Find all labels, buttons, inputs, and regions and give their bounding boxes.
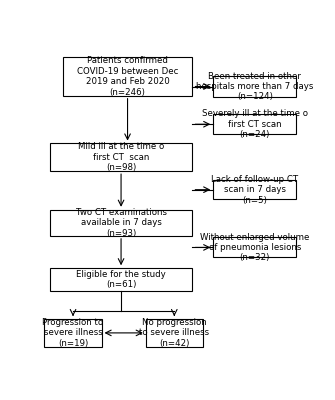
Text: Two CT examinations
available in 7 days
(n=93): Two CT examinations available in 7 days … [76,208,166,238]
FancyBboxPatch shape [50,210,192,236]
Text: Severely ill at the time o
first CT scan
(n=24): Severely ill at the time o first CT scan… [202,109,308,139]
FancyBboxPatch shape [213,114,296,134]
FancyBboxPatch shape [50,268,192,291]
Text: Lack of follow-up CT
scan in 7 days
(n=5): Lack of follow-up CT scan in 7 days (n=5… [211,175,298,204]
FancyBboxPatch shape [63,57,192,96]
Text: Progression to
severe illness
(n=19): Progression to severe illness (n=19) [43,318,104,348]
Text: Without enlarged volume
of pneumonia lesions
(n=32): Without enlarged volume of pneumonia les… [200,232,310,262]
Text: Been treated in other
hospitals more than 7 days
(n=124): Been treated in other hospitals more tha… [196,72,314,101]
Text: Eligible for the study
(n=61): Eligible for the study (n=61) [76,270,166,290]
FancyBboxPatch shape [213,238,296,258]
Text: Mild ill at the time o
first CT  scan
(n=98): Mild ill at the time o first CT scan (n=… [78,142,164,172]
FancyBboxPatch shape [146,319,203,347]
Text: Patients confirmed
COVID-19 between Dec
2019 and Feb 2020
(n=246): Patients confirmed COVID-19 between Dec … [77,56,178,96]
FancyBboxPatch shape [213,180,296,199]
FancyBboxPatch shape [213,76,296,97]
Text: No progression
to severe illness
(n=42): No progression to severe illness (n=42) [139,318,209,348]
FancyBboxPatch shape [50,144,192,171]
FancyBboxPatch shape [45,319,102,347]
